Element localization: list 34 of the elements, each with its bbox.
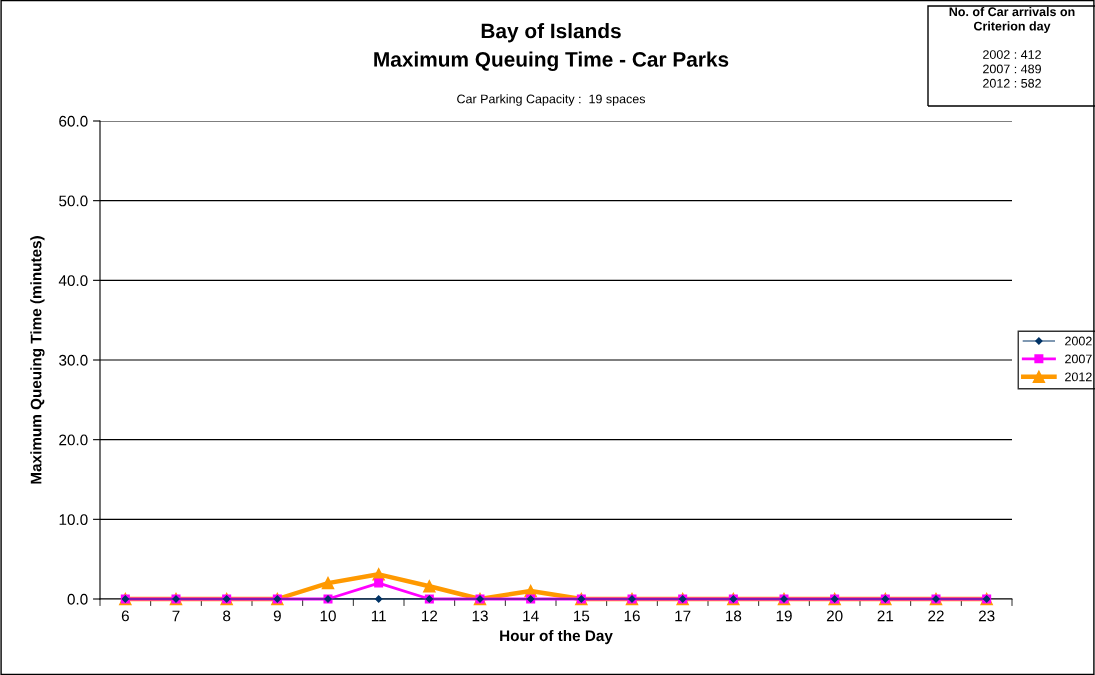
x-tick-label: 21 (877, 610, 894, 622)
legend-label: 2002 (1065, 336, 1092, 346)
y-tick-label: 50.0 (59, 195, 88, 207)
x-tick-label: 7 (172, 610, 180, 622)
legend-label: 2012 (1065, 372, 1092, 382)
x-tick-label: 22 (928, 610, 944, 622)
chart-subtitle: Car Parking Capacity : 19 spaces (457, 94, 646, 106)
y-tick-label: 60.0 (59, 115, 88, 127)
chart-title: Bay of Islands Maximum Queuing Time - Car Parks (374, 23, 729, 71)
y-tick-label: 10.0 (59, 514, 88, 526)
x-tick-label: 18 (726, 610, 742, 622)
text: No. of Car arrivals on Criterion day (949, 6, 1075, 34)
x-tick-label: 6 (121, 610, 129, 622)
x-tick-label: 12 (422, 610, 438, 622)
x-tick-label: 17 (675, 610, 691, 622)
x-tick-label: 8 (223, 610, 231, 622)
x-tick-label: 19 (776, 610, 792, 622)
x-tick-label: 20 (826, 610, 843, 622)
y-tick-label: 0.0 (67, 593, 88, 605)
x-tick-label: 23 (978, 610, 995, 622)
text: 2002 : 412 2007 : 489 2012 : 582 (983, 50, 1041, 88)
x-tick-label: 9 (273, 610, 281, 622)
x-tick-label: 11 (371, 610, 386, 622)
y-tick-label: 30.0 (59, 354, 88, 366)
x-tick-label: 15 (574, 610, 590, 622)
x-tick-label: 14 (523, 610, 539, 622)
legend-label: 2007 (1065, 354, 1092, 364)
y-axis-title: Maximum Queuing Time (minutes) (30, 236, 45, 484)
x-tick-label: 16 (624, 610, 640, 622)
x-tick-label: 10 (320, 610, 336, 622)
y-tick-label: 20.0 (59, 434, 88, 446)
x-axis-title: Hour of the Day (500, 629, 613, 645)
y-tick-label: 40.0 (58, 275, 88, 287)
x-tick-label: 13 (472, 610, 488, 622)
